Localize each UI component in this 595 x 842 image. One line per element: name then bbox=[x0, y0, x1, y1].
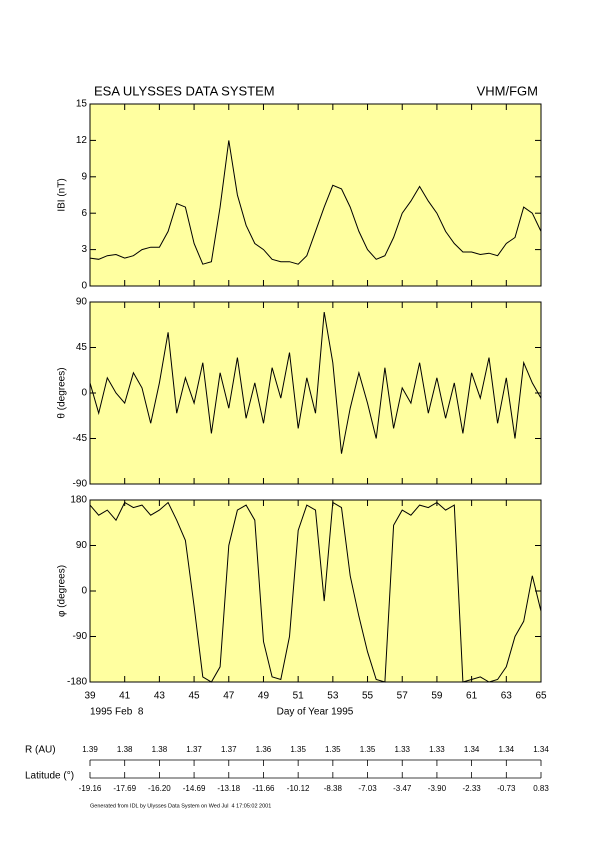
x-tick-label: 51 bbox=[293, 691, 305, 702]
lat-value: -3.90 bbox=[428, 784, 447, 793]
lat-value: -7.03 bbox=[358, 784, 377, 793]
y-tick-label: 12 bbox=[76, 135, 88, 146]
r-value: 1.33 bbox=[394, 745, 410, 754]
x-tick-label: 45 bbox=[189, 691, 201, 702]
title: ESA ULYSSES DATA SYSTEM bbox=[94, 83, 275, 98]
x-tick-label: 39 bbox=[84, 691, 96, 702]
x-tick-label: 61 bbox=[466, 691, 478, 702]
lat-value: -0.73 bbox=[497, 784, 516, 793]
r-value: 1.33 bbox=[429, 745, 445, 754]
x-tick-label: 53 bbox=[327, 691, 339, 702]
lat-value: -13.18 bbox=[217, 784, 240, 793]
r-value: 1.34 bbox=[499, 745, 515, 754]
lat-label: Latitude (°) bbox=[25, 771, 74, 782]
y-tick-label: -180 bbox=[67, 677, 87, 688]
y-tick-label: 180 bbox=[70, 495, 87, 506]
r-value: 1.37 bbox=[186, 745, 202, 754]
y-tick-label: -90 bbox=[73, 479, 88, 490]
r-value: 1.35 bbox=[325, 745, 341, 754]
lat-value: -16.20 bbox=[148, 784, 171, 793]
y-tick-label: 9 bbox=[81, 171, 87, 182]
y-tick-label: 6 bbox=[81, 208, 87, 219]
lat-value: -10.12 bbox=[287, 784, 310, 793]
y-axis-label: θ (degrees) bbox=[57, 367, 68, 418]
lat-value: -14.69 bbox=[183, 784, 206, 793]
r-value: 1.37 bbox=[221, 745, 237, 754]
x-axis-label: Day of Year 1995 bbox=[277, 707, 354, 718]
lat-value: -8.38 bbox=[324, 784, 343, 793]
x-tick-label: 55 bbox=[362, 691, 374, 702]
y-tick-label: 3 bbox=[81, 244, 87, 255]
y-tick-label: 0 bbox=[81, 388, 87, 399]
y-tick-label: 90 bbox=[76, 297, 88, 308]
y-axis-label: IBI (nT) bbox=[57, 178, 68, 211]
lat-value: -3.47 bbox=[393, 784, 412, 793]
r-value: 1.35 bbox=[360, 745, 376, 754]
y-axis-label: φ (degrees) bbox=[57, 565, 68, 617]
x-tick-label: 41 bbox=[119, 691, 131, 702]
r-label: R (AU) bbox=[25, 745, 56, 756]
y-tick-label: 0 bbox=[81, 586, 87, 597]
data-line bbox=[89, 501, 542, 683]
lat-value: -19.16 bbox=[79, 784, 102, 793]
y-tick-label: -45 bbox=[73, 433, 88, 444]
r-value: 1.34 bbox=[464, 745, 480, 754]
lat-value: -17.69 bbox=[113, 784, 136, 793]
instrument: VHM/FGM bbox=[477, 83, 538, 98]
y-tick-label: 90 bbox=[76, 540, 88, 551]
date-label: 1995 Feb 8 bbox=[90, 707, 144, 718]
r-value: 1.35 bbox=[290, 745, 306, 754]
x-tick-label: 49 bbox=[258, 691, 270, 702]
r-value: 1.34 bbox=[533, 745, 549, 754]
x-tick-label: 65 bbox=[535, 691, 547, 702]
r-value: 1.38 bbox=[152, 745, 168, 754]
lat-value: -11.66 bbox=[252, 784, 275, 793]
plot-area bbox=[89, 103, 542, 287]
plot-area bbox=[89, 301, 542, 485]
lat-value: 0.83 bbox=[533, 784, 549, 793]
plot-area bbox=[89, 499, 542, 683]
r-value: 1.36 bbox=[256, 745, 272, 754]
data-line bbox=[89, 140, 542, 265]
x-tick-label: 43 bbox=[154, 691, 166, 702]
x-tick-label: 47 bbox=[223, 691, 235, 702]
x-tick-label: 57 bbox=[397, 691, 409, 702]
y-tick-label: 0 bbox=[81, 281, 87, 292]
r-value: 1.39 bbox=[82, 745, 98, 754]
data-line bbox=[89, 312, 542, 454]
r-value: 1.38 bbox=[117, 745, 133, 754]
y-tick-label: -90 bbox=[73, 631, 88, 642]
y-tick-label: 45 bbox=[76, 342, 88, 353]
lat-value: -2.33 bbox=[462, 784, 481, 793]
y-tick-label: 15 bbox=[76, 99, 88, 110]
x-tick-label: 63 bbox=[501, 691, 513, 702]
x-tick-label: 59 bbox=[431, 691, 443, 702]
footer: Generated from IDL by Ulysses Data Syste… bbox=[90, 803, 271, 809]
